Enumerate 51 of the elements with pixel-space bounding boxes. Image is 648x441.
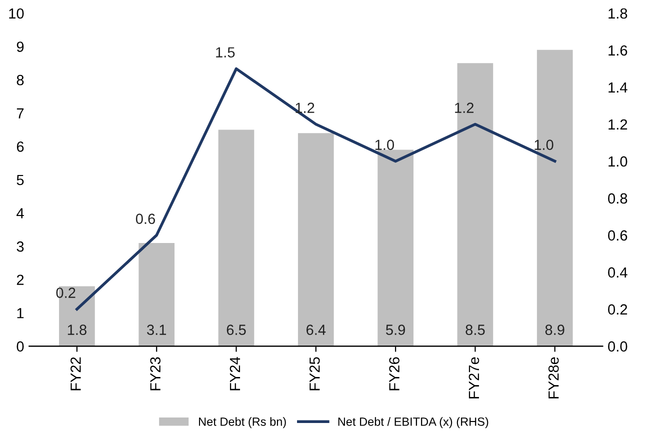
data-label: 8.5 [466, 324, 485, 335]
x-tick-label: FY25 [309, 357, 320, 390]
y-tick-label: 3 [16, 241, 24, 252]
x-tick-label: FY23 [150, 357, 161, 390]
y-tick-label: 4 [16, 208, 24, 218]
y-tick-label: 8 [16, 74, 24, 86]
y-tick-label: 9 [16, 42, 24, 52]
data-label: 1.2 [455, 102, 474, 113]
y2-tick-label: 1.6 [608, 45, 628, 56]
bar [378, 150, 414, 346]
bar [536, 50, 573, 346]
y2-tick-label: 1.0 [608, 156, 628, 167]
y-tick-label: 6 [16, 142, 24, 152]
y2-tick-label: 1.4 [608, 82, 628, 93]
bar [218, 130, 254, 346]
bar [138, 242, 175, 346]
data-label: 6.4 [306, 324, 326, 335]
x-tick-label: FY22 [70, 357, 81, 390]
data-label: 1.0 [534, 140, 554, 150]
line-series [76, 67, 556, 311]
data-label: 5.9 [386, 324, 405, 335]
data-label: 1.2 [296, 102, 314, 113]
y-tick-label: 0 [16, 341, 24, 352]
bar [298, 133, 334, 346]
y2-tick-label: 1.8 [608, 8, 628, 19]
y2-tick-label: 0.0 [608, 341, 628, 352]
y-tick-label: 2 [16, 274, 24, 285]
data-label: 6.5 [226, 324, 246, 335]
data-label: 1.8 [68, 324, 86, 335]
y-tick-label: 1 [17, 308, 24, 318]
data-label: 0.6 [136, 214, 155, 224]
data-label: 1.0 [375, 140, 394, 150]
legend-label: Net Debt (Rs bn) [199, 417, 286, 428]
data-label: 1.5 [216, 47, 235, 58]
y-tick-label: 10 [9, 8, 24, 19]
y-tick-label: 5 [16, 174, 24, 186]
x-tick-label: FY28e [548, 357, 559, 398]
x-tick-label: FY26 [389, 357, 400, 390]
data-label: 8.9 [545, 324, 564, 335]
legend-label: Net Debt / EBITDA (x) (RHS) [338, 417, 488, 428]
y2-tick-label: 1.2 [608, 119, 628, 130]
y2-tick-label: 0.4 [608, 267, 628, 278]
y2-tick-label: 0.8 [608, 193, 628, 204]
x-tick-label: FY24 [230, 357, 240, 390]
y-tick-label: 7 [16, 108, 24, 118]
x-tick-label: FY27e [468, 357, 480, 398]
y2-tick-label: 0.6 [608, 230, 628, 241]
y2-tick-label: 0.2 [608, 304, 628, 315]
data-label: 0.2 [56, 288, 76, 298]
data-label: 3.1 [147, 324, 166, 335]
bar [457, 63, 494, 346]
